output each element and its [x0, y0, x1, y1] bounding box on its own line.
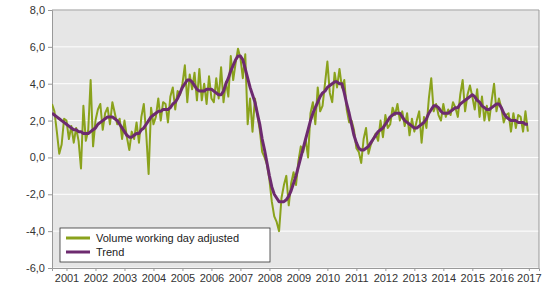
- x-axis-line: [53, 269, 540, 272]
- y-axis: -6,0 -4,0 -2,0 0,0 2,0 4,0 6,0 8,0: [26, 4, 52, 274]
- x-tick-mark: [385, 268, 386, 271]
- y-tick-label: 0,0: [30, 151, 45, 163]
- x-tick-mark: [95, 268, 96, 271]
- y-tick: -4,0: [26, 225, 52, 237]
- legend-swatch: [66, 251, 90, 254]
- x-tick-label: 2010: [316, 272, 340, 284]
- y-tick: 8,0: [30, 4, 52, 16]
- x-tick-mark: [66, 268, 67, 271]
- y-tick: 2,0: [30, 115, 52, 127]
- x-tick-mark: [298, 268, 299, 271]
- y-tick-label: 4,0: [30, 78, 45, 90]
- y-tick-mark: [48, 268, 52, 269]
- x-tick: 2011: [345, 268, 369, 284]
- x-tick: 2017: [517, 268, 541, 284]
- y-tick-label: -6,0: [26, 262, 45, 274]
- x-tick-label: 2011: [345, 272, 369, 284]
- x-tick: 2005: [171, 268, 195, 284]
- x-tick-label: 2014: [432, 272, 456, 284]
- x-tick-label: 2008: [258, 272, 282, 284]
- y-tick-label: -4,0: [26, 225, 45, 237]
- legend-label: Trend: [96, 246, 124, 258]
- y-tick: -2,0: [26, 188, 52, 200]
- x-tick: 2003: [113, 268, 137, 284]
- y-tick-mark: [48, 157, 52, 158]
- x-tick: 2006: [200, 268, 224, 284]
- series-line: [52, 56, 528, 202]
- x-tick-mark: [356, 268, 357, 271]
- grid-line: [52, 83, 539, 84]
- x-tick: 2016: [490, 268, 514, 284]
- y-tick-label: 8,0: [30, 4, 45, 16]
- x-tick: 2012: [374, 268, 398, 284]
- x-tick: 2001: [55, 268, 79, 284]
- grid-line: [52, 10, 539, 11]
- chart: -6,0-4,0-2,00,02,04,06,08,02001200220032…: [0, 0, 553, 302]
- y-tick-mark: [48, 194, 52, 195]
- x-tick-mark: [501, 268, 502, 271]
- y-tick-mark: [48, 84, 52, 85]
- x-tick-label: 2004: [142, 272, 166, 284]
- x-tick-label: 2016: [490, 272, 514, 284]
- y-tick-label: 2,0: [30, 115, 45, 127]
- x-tick-label: 2009: [287, 272, 311, 284]
- x-tick-mark: [443, 268, 444, 271]
- x-tick-label: 2015: [461, 272, 485, 284]
- y-tick: -6,0: [26, 262, 52, 274]
- x-tick-label: 2012: [374, 272, 398, 284]
- x-tick: 2014: [432, 268, 456, 284]
- legend: Volume working day adjusted Trend: [60, 228, 270, 262]
- y-tick-mark: [48, 231, 52, 232]
- x-tick-mark: [182, 268, 183, 271]
- x-tick-mark: [529, 268, 530, 271]
- frame: [52, 10, 539, 11]
- plot: -6,0-4,0-2,00,02,04,06,08,02001200220032…: [26, 4, 542, 284]
- x-tick: 2007: [229, 268, 253, 284]
- x-tick-label: 2003: [113, 272, 137, 284]
- x-tick-mark: [472, 268, 473, 271]
- x-tick: 2013: [403, 268, 427, 284]
- x-tick-label: 2013: [403, 272, 427, 284]
- grid-line: [52, 194, 539, 195]
- legend-box: [60, 228, 270, 262]
- x-tick-mark: [414, 268, 415, 271]
- grid-line: [52, 157, 539, 158]
- x-tick-mark: [211, 268, 212, 271]
- grid-line: [52, 46, 539, 47]
- plot-background: [52, 10, 539, 268]
- x-tick: 2002: [84, 268, 108, 284]
- x-tick: 2010: [316, 268, 340, 284]
- y-tick-mark: [48, 121, 52, 122]
- x-tick: 2004: [142, 268, 166, 284]
- x-tick-label: 2001: [55, 272, 79, 284]
- grid: [52, 10, 539, 268]
- x-tick: 2009: [287, 268, 311, 284]
- x-tick-mark: [153, 268, 154, 271]
- series-line: [52, 49, 528, 231]
- series-group: [52, 49, 528, 231]
- x-axis: 2001 2002 2003 2004 2005 2006 2007 2008 2009 2010…: [53, 268, 542, 284]
- y-axis-line: [48, 11, 53, 269]
- y-tick-mark: [48, 10, 52, 11]
- x-tick-mark: [240, 268, 241, 271]
- y-tick: 0,0: [30, 151, 52, 163]
- x-tick-mark: [327, 268, 328, 271]
- frame: [539, 10, 540, 268]
- x-tick-label: 2007: [229, 272, 253, 284]
- x-tick: 2008: [258, 268, 282, 284]
- y-tick: 6,0: [30, 41, 52, 53]
- y-tick-label: -2,0: [26, 188, 45, 200]
- legend-swatch: [66, 237, 90, 240]
- y-tick-label: 6,0: [30, 41, 45, 53]
- x-tick-mark: [269, 268, 270, 271]
- x-tick-label: 2017: [517, 272, 541, 284]
- x-tick-mark: [124, 268, 125, 271]
- x-tick-label: 2005: [171, 272, 195, 284]
- y-tick: 4,0: [30, 78, 52, 90]
- x-tick-label: 2002: [84, 272, 108, 284]
- y-tick-mark: [48, 47, 52, 48]
- x-tick-label: 2006: [200, 272, 224, 284]
- x-tick: 2015: [461, 268, 485, 284]
- legend-label: Volume working day adjusted: [96, 232, 239, 244]
